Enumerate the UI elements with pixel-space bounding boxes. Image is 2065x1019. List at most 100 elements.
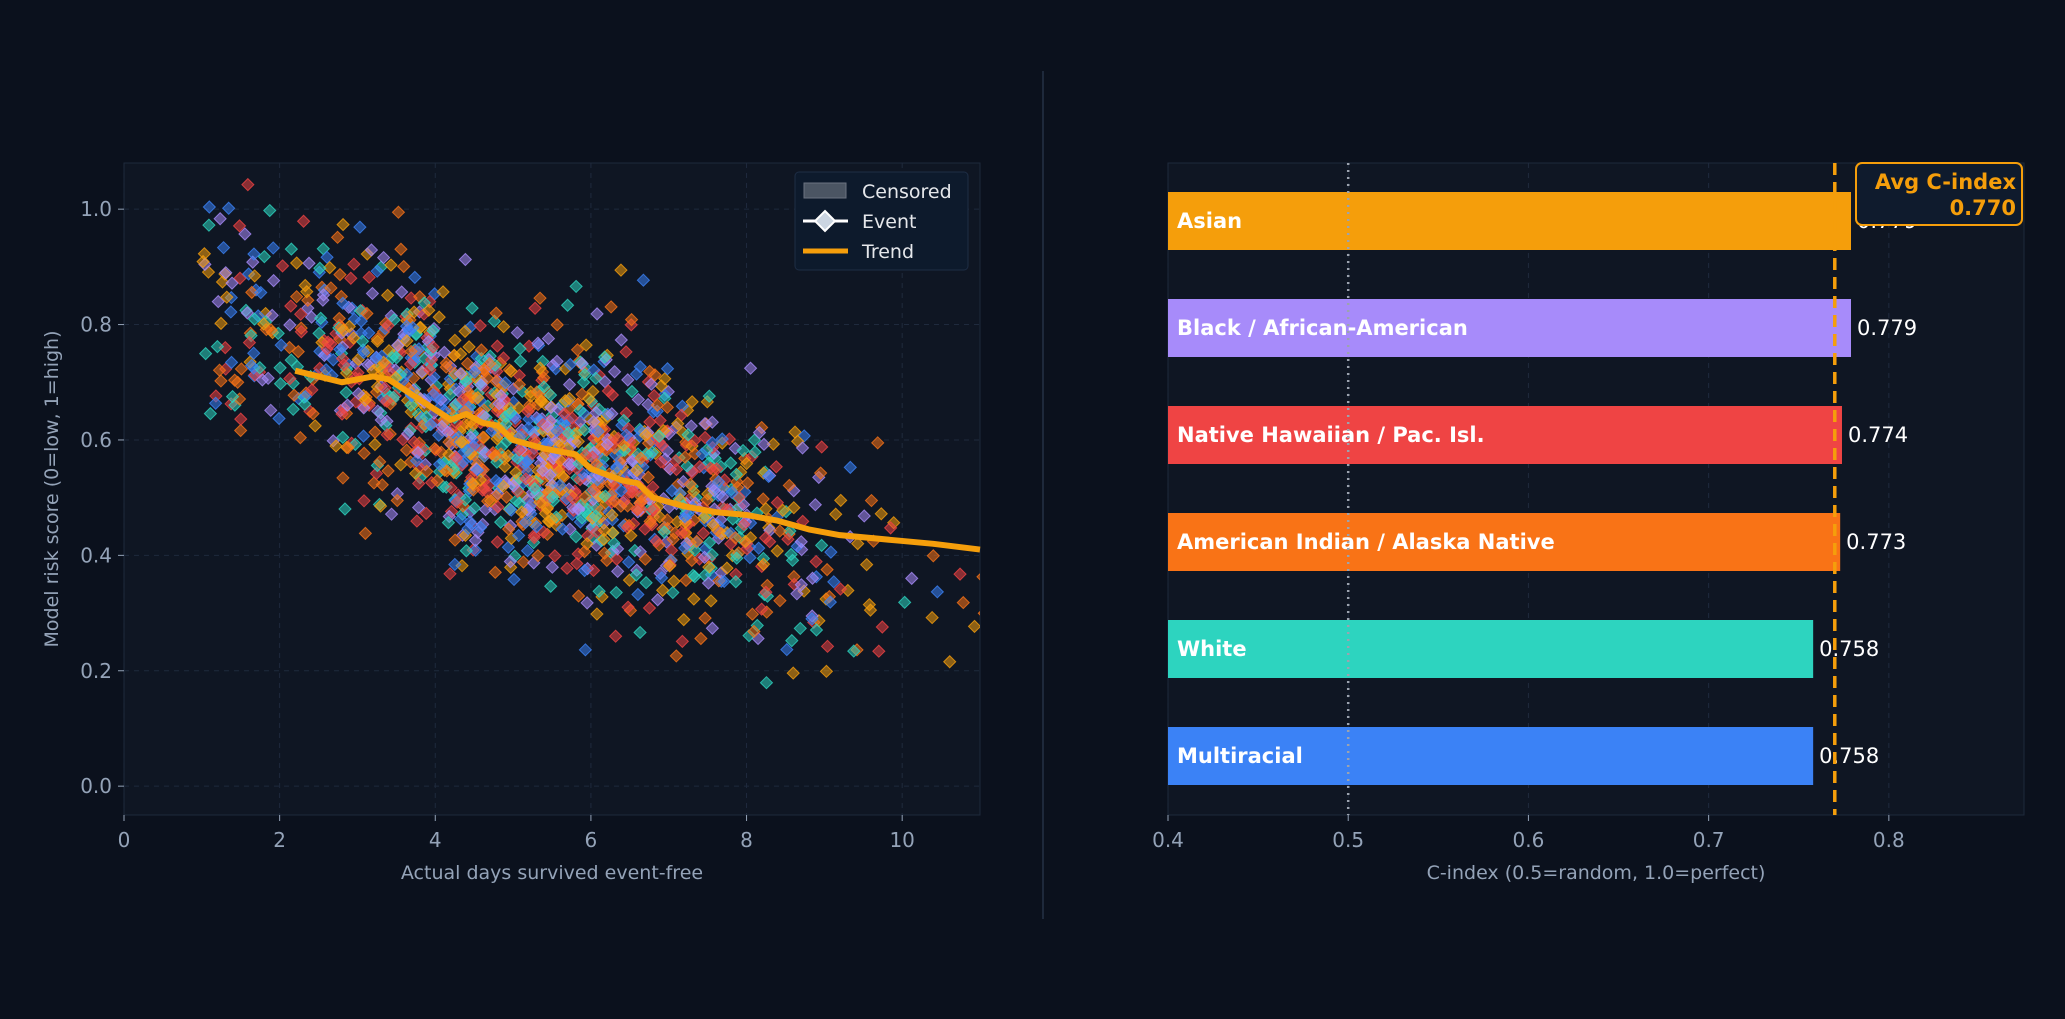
x-tick-label: 0.5: [1332, 828, 1364, 852]
event-point: [956, 595, 970, 610]
event-point: [752, 425, 767, 440]
event-point: [770, 544, 784, 558]
event-point: [850, 536, 865, 551]
event-point: [275, 259, 290, 273]
event-point: [614, 263, 628, 277]
y-tick-label: 0.0: [80, 774, 112, 798]
event-point: [211, 294, 225, 309]
event-point: [244, 358, 259, 373]
event-point: [834, 493, 848, 508]
event-point: [247, 312, 262, 326]
event-point: [396, 259, 411, 274]
event-point: [677, 612, 691, 627]
event-point: [705, 621, 720, 635]
event-point: [483, 356, 497, 371]
event-point: [369, 351, 383, 365]
event-point: [298, 397, 312, 411]
event-point: [773, 524, 787, 538]
event-point: [462, 340, 476, 354]
event-point: [782, 478, 797, 493]
event-point: [427, 442, 442, 456]
event-point: [942, 655, 957, 669]
event-point: [202, 200, 217, 214]
event-point: [638, 428, 653, 442]
event-point: [230, 375, 245, 389]
event-point: [443, 567, 457, 581]
event-point: [809, 554, 823, 569]
event-point: [582, 391, 596, 406]
event-point: [458, 324, 472, 339]
event-point: [550, 318, 564, 332]
event-point: [631, 587, 645, 602]
event-point: [967, 619, 980, 634]
event-point: [700, 493, 714, 507]
event-point: [666, 532, 680, 547]
event-point: [751, 541, 766, 555]
x-tick-label: 10: [889, 828, 914, 852]
event-point: [515, 505, 529, 519]
event-point: [685, 395, 699, 409]
event-point: [468, 533, 483, 548]
event-point: [391, 205, 406, 219]
event-point: [507, 572, 521, 587]
event-point: [460, 443, 475, 457]
event-point: [338, 502, 352, 516]
event-point: [769, 460, 783, 474]
event-point: [657, 525, 672, 539]
event-point: [403, 357, 418, 371]
event-point: [336, 430, 350, 445]
x-tick-label: 8: [740, 828, 753, 852]
event-point: [225, 276, 239, 290]
x-tick-label: 0: [118, 828, 131, 852]
event-point: [711, 475, 726, 489]
event-point: [247, 247, 261, 261]
event-point: [347, 257, 361, 271]
event-point: [379, 394, 394, 408]
event-point: [389, 350, 404, 365]
event-point: [548, 549, 562, 563]
bar: [1168, 192, 1851, 250]
event-point: [639, 576, 653, 590]
event-point: [794, 535, 808, 549]
event-point: [704, 594, 718, 608]
event-point: [449, 450, 464, 465]
event-point: [717, 574, 731, 589]
event-point: [604, 300, 618, 314]
event-point: [555, 522, 570, 536]
event-point: [790, 587, 804, 601]
event-point: [409, 453, 424, 468]
event-point: [404, 398, 418, 412]
scatter-points: [196, 177, 980, 690]
event-point: [531, 336, 545, 350]
event-point: [688, 543, 702, 557]
event-point: [543, 388, 558, 402]
event-point: [293, 430, 308, 445]
legend: Censored Event Trend: [794, 171, 969, 271]
event-point: [864, 493, 879, 508]
event-point: [677, 541, 692, 555]
event-point: [820, 562, 834, 577]
bar-value-label: 0.773: [1846, 530, 1906, 554]
event-point: [320, 250, 334, 265]
event-point: [652, 429, 667, 443]
event-point: [448, 333, 462, 348]
x-tick-label: 0.6: [1513, 828, 1545, 852]
event-point: [435, 419, 449, 434]
event-point: [573, 403, 587, 418]
bar: [1168, 513, 1841, 571]
event-point: [320, 342, 334, 356]
event-point: [577, 563, 592, 578]
event-point: [240, 306, 255, 320]
event-point: [333, 342, 347, 357]
event-point: [468, 543, 483, 557]
bar-category-label: Asian: [1177, 209, 1242, 233]
event-point: [636, 273, 651, 287]
event-point: [480, 494, 495, 508]
event-point: [728, 531, 743, 545]
event-point: [503, 406, 518, 420]
event-point: [621, 600, 635, 614]
event-point: [437, 345, 452, 360]
event-point: [501, 522, 516, 536]
event-point: [293, 307, 308, 321]
event-point: [579, 338, 593, 352]
